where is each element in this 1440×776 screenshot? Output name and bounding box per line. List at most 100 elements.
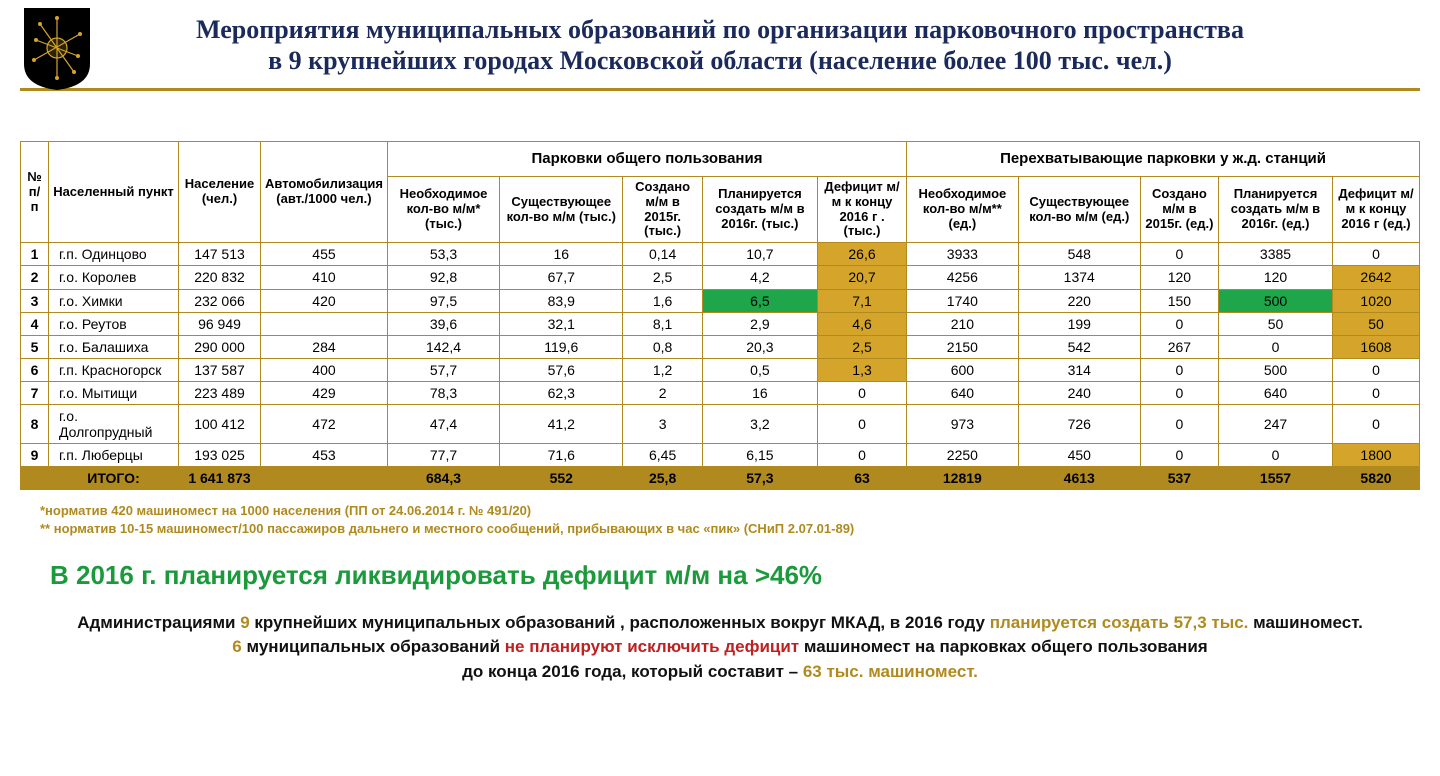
table-cell: 3933 xyxy=(907,243,1019,266)
table-cell: 2,5 xyxy=(817,335,906,358)
table-cell: 119,6 xyxy=(500,335,623,358)
table-cell: 47,4 xyxy=(387,405,499,444)
footnote-2: ** норматив 10-15 машиномест/100 пассажи… xyxy=(40,520,1400,538)
table-cell: 53,3 xyxy=(387,243,499,266)
table-cell: 92,8 xyxy=(387,266,499,289)
table-row: 9г.п. Люберцы193 02545377,771,66,456,150… xyxy=(21,444,1420,467)
table-cell: 57,3 xyxy=(702,467,817,490)
coat-of-arms-icon xyxy=(22,6,92,92)
table-cell: г.о. Королев xyxy=(49,266,179,289)
th-req-int: Необходимое кол-во м/м** (ед.) xyxy=(907,176,1019,243)
table-cell: 193 025 xyxy=(179,444,261,467)
table-cell: 3 xyxy=(623,405,702,444)
table-cell: 2 xyxy=(21,266,49,289)
table-cell: 20,3 xyxy=(702,335,817,358)
table-cell: 472 xyxy=(261,405,388,444)
table-cell: 78,3 xyxy=(387,381,499,404)
table-cell: 1800 xyxy=(1332,444,1419,467)
table-cell: 0 xyxy=(1140,243,1218,266)
table-row: 2г.о. Королев220 83241092,867,72,54,220,… xyxy=(21,266,1420,289)
table-cell: 232 066 xyxy=(179,289,261,312)
table-cell: 2,5 xyxy=(623,266,702,289)
table-cell: 4,2 xyxy=(702,266,817,289)
table-cell: ИТОГО: xyxy=(49,467,179,490)
table-cell: 199 xyxy=(1018,312,1140,335)
table-cell: 500 xyxy=(1219,358,1333,381)
table-cell: 290 000 xyxy=(179,335,261,358)
table-cell: 41,2 xyxy=(500,405,623,444)
table-cell: 6,15 xyxy=(702,444,817,467)
table-cell: 1 641 873 xyxy=(179,467,261,490)
table-cell: 137 587 xyxy=(179,358,261,381)
table-cell: 450 xyxy=(1018,444,1140,467)
table-cell: 0 xyxy=(1140,358,1218,381)
table-cell: 0 xyxy=(817,444,906,467)
table-cell: 240 xyxy=(1018,381,1140,404)
table-cell: 7 xyxy=(21,381,49,404)
table-cell: 57,7 xyxy=(387,358,499,381)
table-cell: 62,3 xyxy=(500,381,623,404)
table-cell: 0,5 xyxy=(702,358,817,381)
bottom-note: Администрациями 9 крупнейших муниципальн… xyxy=(30,611,1410,685)
table-cell: 4 xyxy=(21,312,49,335)
th-num: № п/п xyxy=(21,142,49,243)
table-cell: 1,2 xyxy=(623,358,702,381)
table-cell: 83,9 xyxy=(500,289,623,312)
footnotes: *норматив 420 машиномест на 1000 населен… xyxy=(40,502,1400,537)
table-cell: 600 xyxy=(907,358,1019,381)
th-created-int: Создано м/м в 2015г. (ед.) xyxy=(1140,176,1218,243)
title-line-1: Мероприятия муниципальных образований по… xyxy=(196,15,1244,44)
table-cell: 0 xyxy=(817,405,906,444)
table-cell: 8,1 xyxy=(623,312,702,335)
table-cell: 548 xyxy=(1018,243,1140,266)
parking-table: № п/п Населенный пункт Население (чел.) … xyxy=(20,141,1420,490)
table-cell: 1608 xyxy=(1332,335,1419,358)
table-cell: 284 xyxy=(261,335,388,358)
table-cell: 10,7 xyxy=(702,243,817,266)
table-cell: 77,7 xyxy=(387,444,499,467)
table-row: 6г.п. Красногорск137 58740057,757,61,20,… xyxy=(21,358,1420,381)
table-cell: 640 xyxy=(907,381,1019,404)
table-cell: 220 xyxy=(1018,289,1140,312)
table-cell: 150 xyxy=(1140,289,1218,312)
table-cell: 537 xyxy=(1140,467,1218,490)
table-cell: 552 xyxy=(500,467,623,490)
bottom-line-2: 6 муниципальных образований не планируют… xyxy=(30,635,1410,660)
table-cell: г.о. Химки xyxy=(49,289,179,312)
th-plan-pub: Планируется создать м/м в 2016г. (тыс.) xyxy=(702,176,817,243)
table-cell: 0 xyxy=(1140,381,1218,404)
table-cell: 684,3 xyxy=(387,467,499,490)
table-cell: 67,7 xyxy=(500,266,623,289)
th-exist-int: Существующее кол-во м/м (ед.) xyxy=(1018,176,1140,243)
table-cell: 16 xyxy=(702,381,817,404)
table-cell: 314 xyxy=(1018,358,1140,381)
table-cell: 39,6 xyxy=(387,312,499,335)
th-exist-pub: Существующее кол-во м/м (тыс.) xyxy=(500,176,623,243)
table-cell: 0 xyxy=(1140,405,1218,444)
table-cell: 400 xyxy=(261,358,388,381)
table-cell: 97,5 xyxy=(387,289,499,312)
th-def-int: Дефицит м/м к концу 2016 г (ед.) xyxy=(1332,176,1419,243)
table-cell: 640 xyxy=(1219,381,1333,404)
divider xyxy=(20,88,1420,91)
table-cell: 120 xyxy=(1219,266,1333,289)
table-cell: 3385 xyxy=(1219,243,1333,266)
th-auto: Автомобилизация (авт./1000 чел.) xyxy=(261,142,388,243)
table-cell: 1374 xyxy=(1018,266,1140,289)
table-cell: г.о. Мытищи xyxy=(49,381,179,404)
table-cell: 0 xyxy=(1332,243,1419,266)
table-cell: 453 xyxy=(261,444,388,467)
table-cell: 7,1 xyxy=(817,289,906,312)
table-cell: г.п. Одинцово xyxy=(49,243,179,266)
table-cell: 147 513 xyxy=(179,243,261,266)
table-cell: 9 xyxy=(21,444,49,467)
table-row: 8г.о. Долгопрудный100 41247247,441,233,2… xyxy=(21,405,1420,444)
table-cell: 0,8 xyxy=(623,335,702,358)
table-cell: 16 xyxy=(500,243,623,266)
table-cell: 223 489 xyxy=(179,381,261,404)
table-cell: 8 xyxy=(21,405,49,444)
table-cell: г.п. Люберцы xyxy=(49,444,179,467)
th-pop: Население (чел.) xyxy=(179,142,261,243)
table-cell: 120 xyxy=(1140,266,1218,289)
th-req-pub: Необходимое кол-во м/м* (тыс.) xyxy=(387,176,499,243)
